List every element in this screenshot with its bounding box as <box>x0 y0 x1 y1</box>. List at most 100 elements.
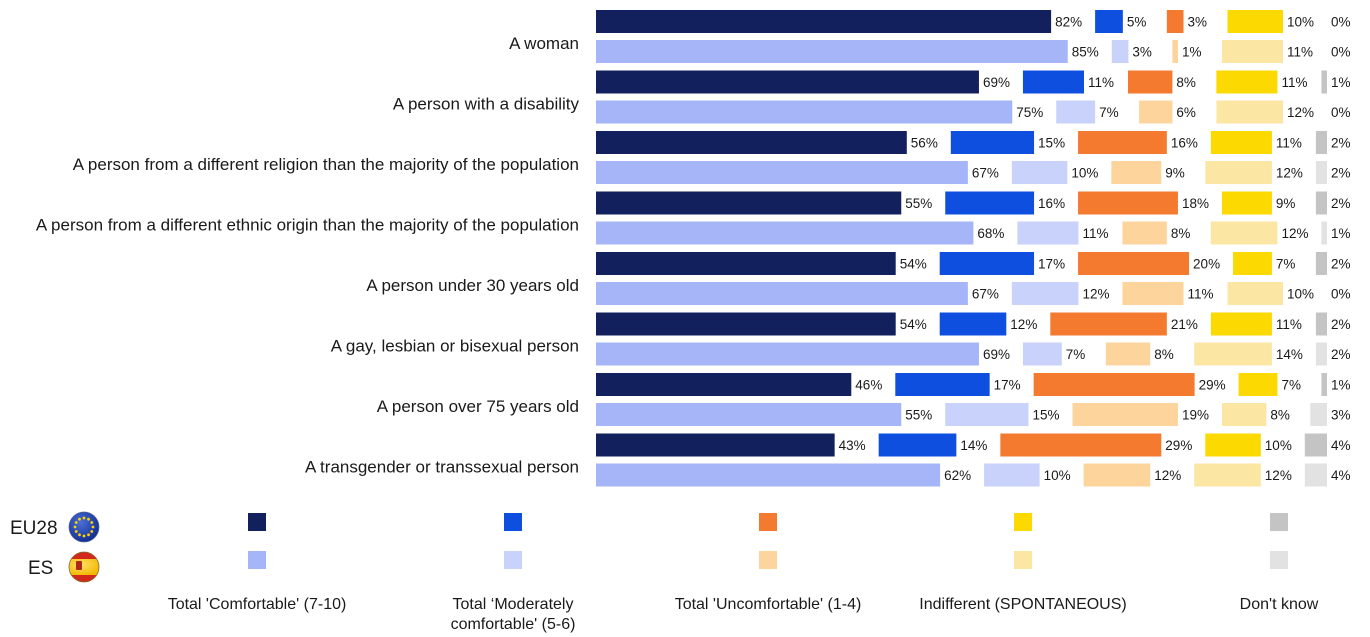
data-label-es-don-t-know-7: 3% <box>1331 408 1351 423</box>
legend: EU28 ES Total 'Comfortable' (7-10) Total … <box>10 511 1319 633</box>
bar-eu28-total-comfortable-7-10-3 <box>596 131 907 154</box>
data-label-eu28-don-t-know-3: 2% <box>1331 136 1351 151</box>
bar-eu28-don-t-know-5 <box>1315 252 1327 275</box>
bar-es-indifferent-spontaneous-8 <box>1194 463 1261 487</box>
bar-eu28-indifferent-spontaneous-1 <box>1227 10 1283 33</box>
data-label-es-total-moderately-comfortable-5-6-2: 7% <box>1099 105 1119 120</box>
data-label-es-indifferent-spontaneous-5: 10% <box>1287 287 1314 302</box>
legend-label-indifferent-spontaneous: Indifferent (SPONTANEOUS) <box>919 596 1126 613</box>
data-label-es-total-uncomfortable-1-4-6: 8% <box>1154 347 1174 362</box>
data-label-eu28-total-uncomfortable-1-4-5: 20% <box>1193 257 1220 272</box>
category-label-6: A gay, lesbian or bisexual person <box>331 337 579 356</box>
data-label-es-total-comfortable-7-10-8: 62% <box>944 468 971 483</box>
data-label-eu28-total-uncomfortable-1-4-8: 29% <box>1165 438 1192 453</box>
data-label-es-total-uncomfortable-1-4-8: 12% <box>1154 468 1181 483</box>
data-label-es-total-comfortable-7-10-5: 67% <box>972 287 999 302</box>
bar-eu28-total-comfortable-7-10-8 <box>596 433 835 457</box>
data-label-eu28-total-moderately-comfortable-5-6-1: 5% <box>1127 15 1147 30</box>
bars-layer <box>596 10 1327 487</box>
legend-swatch-total-moderately-comfortable-5-6-es <box>504 551 522 569</box>
data-label-eu28-indifferent-spontaneous-7: 7% <box>1281 378 1301 393</box>
bar-eu28-total-moderately-comfortable-5-6-8 <box>878 433 957 457</box>
bar-eu28-don-t-know-8 <box>1304 433 1327 457</box>
bar-es-total-uncomfortable-1-4-8 <box>1083 463 1151 487</box>
category-label-5: A person under 30 years old <box>366 276 579 295</box>
bar-es-total-moderately-comfortable-5-6-4 <box>1017 221 1079 245</box>
data-label-es-total-moderately-comfortable-5-6-5: 12% <box>1082 287 1109 302</box>
bar-es-total-comfortable-7-10-5 <box>596 282 968 305</box>
bar-eu28-total-moderately-comfortable-5-6-5 <box>939 252 1035 275</box>
data-label-eu28-total-uncomfortable-1-4-1: 3% <box>1188 15 1208 30</box>
data-label-eu28-total-moderately-comfortable-5-6-4: 16% <box>1038 196 1065 211</box>
bar-es-don-t-know-7 <box>1310 403 1327 426</box>
data-label-eu28-don-t-know-5: 2% <box>1331 257 1351 272</box>
bar-eu28-total-moderately-comfortable-5-6-4 <box>945 191 1035 215</box>
bar-eu28-total-comfortable-7-10-4 <box>596 191 902 215</box>
bar-es-total-moderately-comfortable-5-6-2 <box>1056 100 1096 124</box>
legend-swatch-total-comfortable-7-10-es <box>248 551 266 569</box>
bar-eu28-total-uncomfortable-1-4-6 <box>1050 312 1167 336</box>
bar-es-total-comfortable-7-10-4 <box>596 221 974 245</box>
data-label-es-total-comfortable-7-10-4: 68% <box>977 226 1004 241</box>
data-label-es-don-t-know-4: 1% <box>1331 226 1351 241</box>
legend-swatch-total-moderately-comfortable-5-6-eu28 <box>504 513 522 531</box>
data-label-eu28-total-moderately-comfortable-5-6-8: 14% <box>960 438 987 453</box>
data-label-es-total-moderately-comfortable-5-6-4: 11% <box>1082 226 1108 241</box>
data-label-eu28-total-uncomfortable-1-4-3: 16% <box>1171 136 1198 151</box>
data-label-eu28-total-moderately-comfortable-5-6-5: 17% <box>1038 257 1065 272</box>
bar-es-don-t-know-6 <box>1315 342 1327 366</box>
data-label-es-don-t-know-3: 2% <box>1331 166 1351 181</box>
data-label-es-indifferent-spontaneous-8: 12% <box>1265 468 1292 483</box>
data-label-eu28-don-t-know-6: 2% <box>1331 317 1351 332</box>
legend-swatch-don-t-know-es <box>1270 551 1288 569</box>
data-label-eu28-total-uncomfortable-1-4-6: 21% <box>1171 317 1198 332</box>
bar-es-indifferent-spontaneous-5 <box>1227 282 1283 305</box>
bar-eu28-total-comfortable-7-10-5 <box>596 252 896 275</box>
category-label-8: A transgender or transsexual person <box>305 458 579 477</box>
data-label-es-indifferent-spontaneous-3: 12% <box>1276 166 1303 181</box>
bar-eu28-total-uncomfortable-1-4-2 <box>1128 70 1173 94</box>
bar-eu28-total-uncomfortable-1-4-1 <box>1166 10 1184 33</box>
data-label-eu28-total-comfortable-7-10-5: 54% <box>900 257 927 272</box>
legend-label-total-moderately-comfortable-5-6: Total ‘Moderately comfortable' (5-6) <box>451 596 576 633</box>
bar-es-total-uncomfortable-1-4-2 <box>1139 100 1173 124</box>
bar-es-indifferent-spontaneous-6 <box>1194 342 1272 366</box>
category-label-7: A person over 75 years old <box>377 397 579 416</box>
bar-es-total-uncomfortable-1-4-6 <box>1105 342 1151 366</box>
bar-es-total-uncomfortable-1-4-7 <box>1072 403 1178 426</box>
data-label-eu28-indifferent-spontaneous-8: 10% <box>1265 438 1292 453</box>
bar-eu28-total-comfortable-7-10-7 <box>596 373 852 396</box>
data-label-eu28-total-uncomfortable-1-4-7: 29% <box>1199 378 1226 393</box>
data-label-eu28-total-moderately-comfortable-5-6-6: 12% <box>1010 317 1037 332</box>
data-label-eu28-total-comfortable-7-10-2: 69% <box>983 75 1010 90</box>
data-label-es-don-t-know-6: 2% <box>1331 347 1351 362</box>
data-label-es-total-uncomfortable-1-4-4: 8% <box>1171 226 1191 241</box>
data-label-eu28-total-comfortable-7-10-7: 46% <box>855 378 882 393</box>
data-label-es-total-moderately-comfortable-5-6-1: 3% <box>1132 45 1152 60</box>
legend-label-don-t-know: Don't know <box>1240 596 1319 613</box>
data-label-es-indifferent-spontaneous-6: 14% <box>1276 347 1303 362</box>
bar-eu28-total-uncomfortable-1-4-7 <box>1033 373 1195 396</box>
legend-swatch-total-uncomfortable-1-4-eu28 <box>759 513 777 531</box>
legend-swatch-don-t-know-eu28 <box>1270 513 1288 531</box>
data-label-eu28-total-moderately-comfortable-5-6-7: 17% <box>994 378 1021 393</box>
data-label-es-total-moderately-comfortable-5-6-7: 15% <box>1033 408 1060 423</box>
bar-eu28-indifferent-spontaneous-3 <box>1210 131 1272 154</box>
bar-eu28-total-uncomfortable-1-4-5 <box>1078 252 1190 275</box>
data-label-eu28-total-comfortable-7-10-4: 55% <box>905 196 932 211</box>
legend-swatch-indifferent-spontaneous-es <box>1014 551 1032 569</box>
data-label-eu28-total-comfortable-7-10-1: 82% <box>1055 15 1082 30</box>
data-label-es-total-uncomfortable-1-4-7: 19% <box>1182 408 1209 423</box>
bar-eu28-total-moderately-comfortable-5-6-6 <box>939 312 1007 336</box>
category-label-3: A person from a different religion than … <box>73 155 579 174</box>
legend-label-total-comfortable-7-10: Total 'Comfortable' (7-10) <box>168 596 347 613</box>
data-label-eu28-total-comfortable-7-10-3: 56% <box>911 136 938 151</box>
bar-eu28-don-t-know-6 <box>1315 312 1327 336</box>
data-label-es-total-moderately-comfortable-5-6-3: 10% <box>1071 166 1098 181</box>
data-label-eu28-total-comfortable-7-10-6: 54% <box>900 317 927 332</box>
data-label-eu28-don-t-know-8: 4% <box>1331 438 1351 453</box>
legend-label-total-uncomfortable-1-4: Total 'Uncomfortable' (1-4) <box>675 596 862 613</box>
bar-es-indifferent-spontaneous-2 <box>1216 100 1283 124</box>
spain-flag-icon <box>68 551 100 583</box>
bar-eu28-total-moderately-comfortable-5-6-2 <box>1022 70 1084 94</box>
